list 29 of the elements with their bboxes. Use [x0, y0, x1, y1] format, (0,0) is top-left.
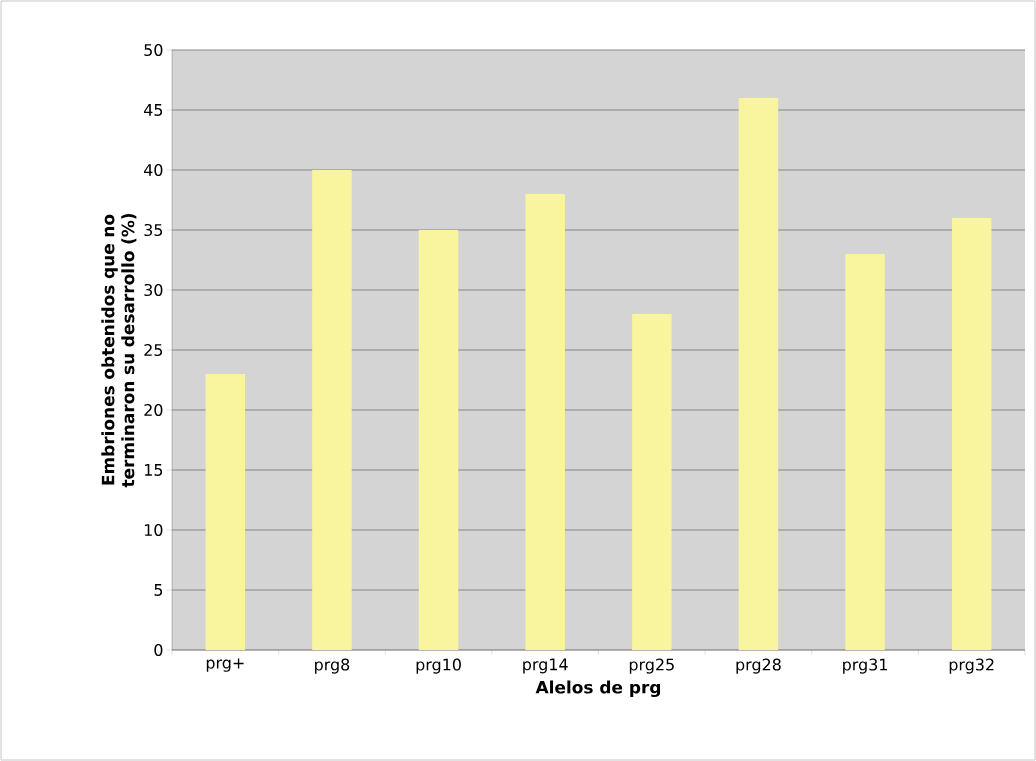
y-tick-label: 10: [144, 523, 163, 537]
x-tick-label: prg32: [949, 658, 994, 674]
bar: [632, 314, 672, 650]
y-tick-label: 45: [143, 104, 163, 116]
bar: [951, 217, 992, 650]
y-tick-label: 15: [144, 464, 163, 476]
y-tick-label: 40: [143, 163, 163, 177]
bar: [205, 374, 246, 650]
y-tick-label: 5: [154, 584, 163, 596]
y-tick-label: 35: [144, 223, 163, 237]
x-tick-label: prg10: [416, 658, 461, 674]
x-tick-label: prg25: [629, 658, 674, 674]
x-tick-label: prg8: [315, 658, 350, 674]
y-axis-title: Embriones obtenidos que no terminaron su desarrollo (%): [101, 213, 137, 488]
bar: [738, 97, 779, 650]
y-tick-label: 50: [144, 43, 163, 57]
y-tick-label: 25: [144, 343, 163, 357]
y-tick-label: 0: [154, 643, 163, 657]
x-tick-label: prg14: [523, 658, 568, 674]
bar: [525, 193, 565, 650]
x-tick-label: prg+: [206, 658, 244, 672]
x-tick-label: prg31: [843, 658, 887, 674]
x-axis-title: Alelos de prg: [535, 680, 661, 698]
bar: [312, 169, 352, 650]
y-tick-label: 30: [144, 283, 163, 297]
x-tick-label: prg28: [736, 658, 781, 674]
bar: [418, 230, 459, 650]
bar: [845, 254, 885, 650]
y-tick-label: 20: [144, 403, 163, 417]
